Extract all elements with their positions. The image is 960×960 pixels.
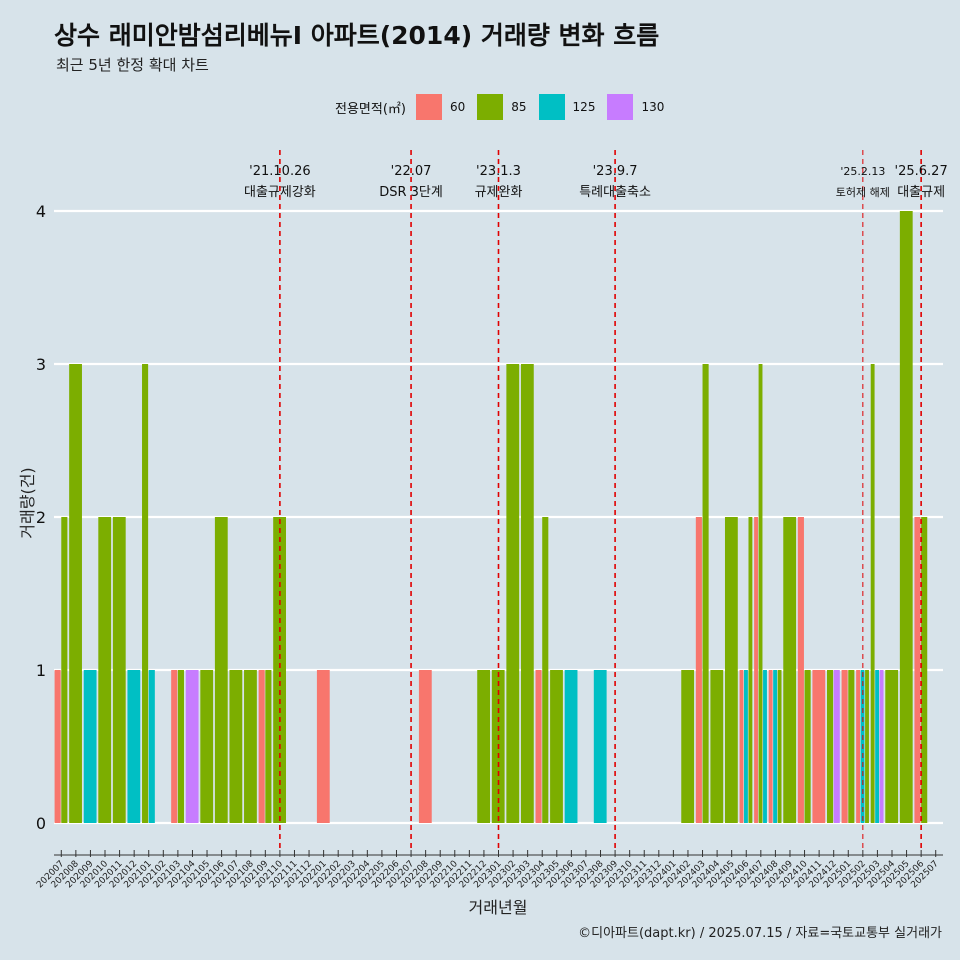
legend-item-60: 60 <box>415 94 466 120</box>
bar-202305-85 <box>550 670 563 823</box>
bar-202502-60 <box>856 670 861 823</box>
legend-swatch-60 <box>415 94 442 120</box>
bar-202406-60 <box>739 670 744 823</box>
bar-202208-60 <box>418 670 432 823</box>
bar-202012-125 <box>127 670 141 823</box>
bar-202108-85 <box>244 670 257 823</box>
bar-202506-85 <box>921 517 928 823</box>
bar-202503-85 <box>870 364 875 823</box>
bar-202411-60 <box>812 670 826 823</box>
event-date-202110: '21.10.26 <box>249 164 310 179</box>
bar-202410-85 <box>804 670 811 823</box>
bar-202502-85 <box>865 670 869 823</box>
event-date-202309: '23.9.7 <box>593 164 638 179</box>
bar-202407-60 <box>754 517 758 823</box>
source-caption: ©디아파트(dapt.kr) / 2025.07.15 / 자료=국토교통부 실… <box>578 926 942 941</box>
legend-title: 전용면적(㎡) <box>335 101 406 117</box>
bar-202403-60 <box>695 517 702 823</box>
bar-202407-85 <box>758 364 763 823</box>
bar-202101-125 <box>148 670 155 823</box>
bar-202501-85 <box>848 670 855 823</box>
bar-202408-60 <box>768 670 773 823</box>
bar-202106-85 <box>214 517 228 823</box>
bars <box>54 211 928 823</box>
legend-item-130: 130 <box>607 94 664 120</box>
bar-202101-85 <box>142 364 149 823</box>
bar-202410-60 <box>797 517 804 823</box>
event-label-202506: 대출규제 <box>897 185 945 200</box>
bar-202408-85 <box>777 670 782 823</box>
y-tick-label-0: 0 <box>36 814 46 833</box>
bar-202007-85 <box>61 517 68 823</box>
event-date-202502: '25.2.13 <box>840 165 885 178</box>
y-tick-label-2: 2 <box>36 508 46 527</box>
bar-202408-125 <box>773 670 778 823</box>
event-label-202110: 대출규제강화 <box>244 185 316 200</box>
bar-202303-85 <box>520 364 534 823</box>
legend-swatch-125 <box>538 94 565 120</box>
bar-202008-85 <box>69 364 82 823</box>
bar-202504-85 <box>885 670 899 823</box>
bar-202412-130 <box>833 670 840 823</box>
x-axis-label: 거래년월 <box>469 898 528 917</box>
bar-202406-85 <box>748 517 753 823</box>
bar-202308-125 <box>593 670 607 823</box>
y-tick-label-3: 3 <box>36 355 46 374</box>
legend: 전용면적(㎡) 60 85 125 130 <box>335 93 676 121</box>
bar-202405-85 <box>724 517 738 823</box>
event-date-202207: '22.07 <box>391 164 432 179</box>
chart-subtitle: 최근 5년 한정 확대 차트 <box>56 56 209 74</box>
legend-swatch-130 <box>607 94 634 120</box>
bar-202503-125 <box>875 670 880 823</box>
event-label-202207: DSR 3단계 <box>379 185 443 200</box>
bar-202107-85 <box>229 670 243 823</box>
bar-202011-85 <box>112 517 126 823</box>
bar-202105-85 <box>200 670 214 823</box>
bar-202402-85 <box>681 670 695 823</box>
bar-202304-85 <box>542 517 549 823</box>
bar-202403-85 <box>702 364 709 823</box>
bar-202506-60 <box>914 517 921 823</box>
event-label-202301: 규제완화 <box>475 185 523 200</box>
legend-label-130: 130 <box>641 100 665 114</box>
bar-202110-85 <box>273 517 286 823</box>
y-tick-label-1: 1 <box>36 661 46 680</box>
chart-title: 상수 래미안밤섬리베뉴I 아파트(2014) 거래량 변화 흐름 <box>54 21 660 50</box>
bar-202103-60 <box>171 670 178 823</box>
event-markers: '21.10.26 대출규제강화 '22.07 DSR 3단계 '23.1.3 규제완화 '… <box>244 150 948 850</box>
event-date-202506: '25.6.27 <box>895 164 948 179</box>
bar-202007-60 <box>54 670 61 823</box>
bar-202010-85 <box>98 517 112 823</box>
legend-swatch-85 <box>477 94 504 120</box>
bar-202407-125 <box>763 670 767 823</box>
y-axis-label: 거래량(건) <box>18 467 37 538</box>
bar-202009-125 <box>83 670 97 823</box>
legend-label-125: 125 <box>572 100 596 114</box>
bar-202104-130 <box>185 670 199 823</box>
bar-202304-60 <box>535 670 542 823</box>
legend-item-125: 125 <box>538 94 596 120</box>
bar-202306-125 <box>564 670 578 823</box>
bar-202503-130 <box>879 670 884 823</box>
event-label-202309: 특례대출축소 <box>579 185 651 200</box>
event-date-202301: '23.1.3 <box>476 164 521 179</box>
bar-202505-85 <box>899 211 913 823</box>
bar-202406-125 <box>744 670 748 823</box>
bar-202201-60 <box>316 670 330 823</box>
event-label-202502: 토허제 해제 <box>836 185 890 199</box>
bar-202109-60 <box>258 670 265 823</box>
bar-202404-85 <box>710 670 724 823</box>
bar-202409-85 <box>783 517 797 823</box>
bar-202501-60 <box>841 670 848 823</box>
legend-label-85: 85 <box>511 100 527 114</box>
bar-202212-85 <box>477 670 491 823</box>
bar-202103-85 <box>177 670 184 823</box>
bar-202302-85 <box>506 364 520 823</box>
y-tick-label-4: 4 <box>36 202 46 221</box>
bar-202109-85 <box>265 670 272 823</box>
legend-item-85: 85 <box>477 94 527 120</box>
bar-202412-85 <box>826 670 834 823</box>
legend-label-60: 60 <box>449 100 466 114</box>
